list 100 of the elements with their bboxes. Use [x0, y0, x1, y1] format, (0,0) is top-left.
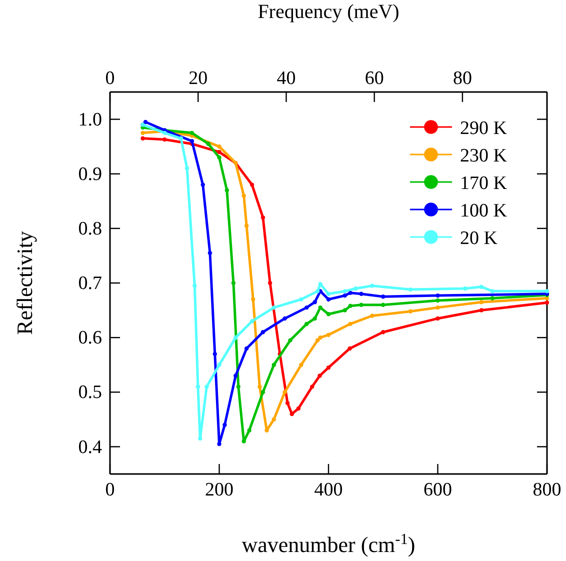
- point: [318, 335, 322, 340]
- y-tick-label: 0.4: [78, 436, 102, 458]
- x2-tick-label: 60: [364, 68, 384, 89]
- point: [200, 182, 205, 187]
- point: [258, 384, 262, 389]
- point: [490, 296, 494, 300]
- legend-label: 230 K: [460, 146, 508, 166]
- x-tick-label: 800: [532, 479, 562, 500]
- point: [140, 136, 145, 140]
- point: [315, 289, 320, 294]
- point: [264, 428, 269, 432]
- point: [282, 390, 287, 394]
- point: [490, 289, 494, 294]
- legend-label: 170 K: [460, 173, 508, 194]
- point: [348, 346, 352, 351]
- point: [348, 304, 352, 308]
- point: [184, 166, 190, 171]
- point: [217, 442, 222, 446]
- point: [326, 332, 331, 337]
- x2-tick-label: 0: [105, 68, 115, 89]
- x-tick-label: 0: [105, 479, 115, 500]
- point: [143, 120, 148, 124]
- point: [354, 286, 358, 291]
- point: [312, 300, 317, 304]
- point: [326, 312, 331, 316]
- point: [208, 250, 212, 256]
- y-tick-label: 0.7: [78, 273, 102, 294]
- x2-axis-title: Frequency (meV): [258, 1, 400, 23]
- legend-label: 100 K: [460, 200, 508, 222]
- point: [342, 308, 347, 312]
- point: [162, 137, 167, 142]
- point: [140, 130, 145, 136]
- point: [318, 374, 322, 378]
- point: [272, 417, 276, 422]
- point: [178, 136, 184, 140]
- point: [260, 330, 266, 334]
- point: [304, 322, 309, 326]
- point: [312, 316, 317, 321]
- point: [359, 292, 364, 296]
- point: [282, 316, 287, 321]
- point: [318, 305, 322, 310]
- x-tick-label: 200: [205, 479, 234, 500]
- legend-label: 290 K: [460, 118, 508, 139]
- point: [236, 384, 240, 389]
- point: [348, 322, 352, 326]
- x2-tick-label: 20: [188, 68, 208, 89]
- point: [326, 292, 331, 296]
- point: [260, 215, 266, 220]
- point: [342, 289, 347, 294]
- x-axis-title: wavenumber (cm$^{-1}$): [242, 530, 416, 557]
- point: [299, 297, 304, 302]
- point: [299, 362, 304, 367]
- point: [204, 384, 209, 389]
- point: [247, 428, 252, 432]
- point: [304, 305, 309, 310]
- point: [190, 139, 194, 144]
- point: [206, 142, 210, 146]
- point: [436, 316, 440, 321]
- point: [268, 280, 272, 286]
- point: [198, 436, 202, 441]
- point: [251, 297, 256, 302]
- point: [288, 338, 292, 342]
- point: [290, 412, 294, 416]
- point: [370, 314, 374, 318]
- point: [224, 188, 230, 192]
- point: [436, 298, 440, 303]
- point: [244, 224, 249, 228]
- point: [310, 384, 314, 389]
- point: [408, 287, 413, 292]
- legend-label: 20 K: [460, 228, 498, 249]
- point: [479, 308, 484, 312]
- point: [190, 130, 194, 136]
- point: [408, 309, 413, 314]
- point: [315, 338, 320, 342]
- y-tick-label: 1.0: [78, 109, 102, 130]
- point: [326, 365, 331, 370]
- point: [348, 290, 352, 295]
- point: [231, 280, 236, 286]
- point: [544, 300, 550, 305]
- point: [544, 289, 550, 294]
- point: [462, 286, 468, 291]
- point: [479, 300, 484, 304]
- point: [436, 293, 440, 298]
- y-tick-label: 0.8: [78, 218, 102, 240]
- y-tick-label: 0.5: [78, 382, 102, 404]
- point: [222, 422, 227, 427]
- point: [217, 155, 222, 160]
- y-tick-label: 0.9: [78, 164, 102, 185]
- point: [250, 182, 254, 187]
- point: [242, 439, 246, 444]
- point: [326, 297, 331, 302]
- x-tick-label: 400: [314, 479, 343, 500]
- point: [272, 362, 276, 367]
- x2-tick-label: 80: [452, 68, 472, 89]
- point: [242, 194, 246, 198]
- point: [285, 400, 290, 406]
- point: [359, 302, 364, 307]
- point: [342, 293, 347, 298]
- point: [196, 384, 200, 389]
- point: [192, 284, 197, 288]
